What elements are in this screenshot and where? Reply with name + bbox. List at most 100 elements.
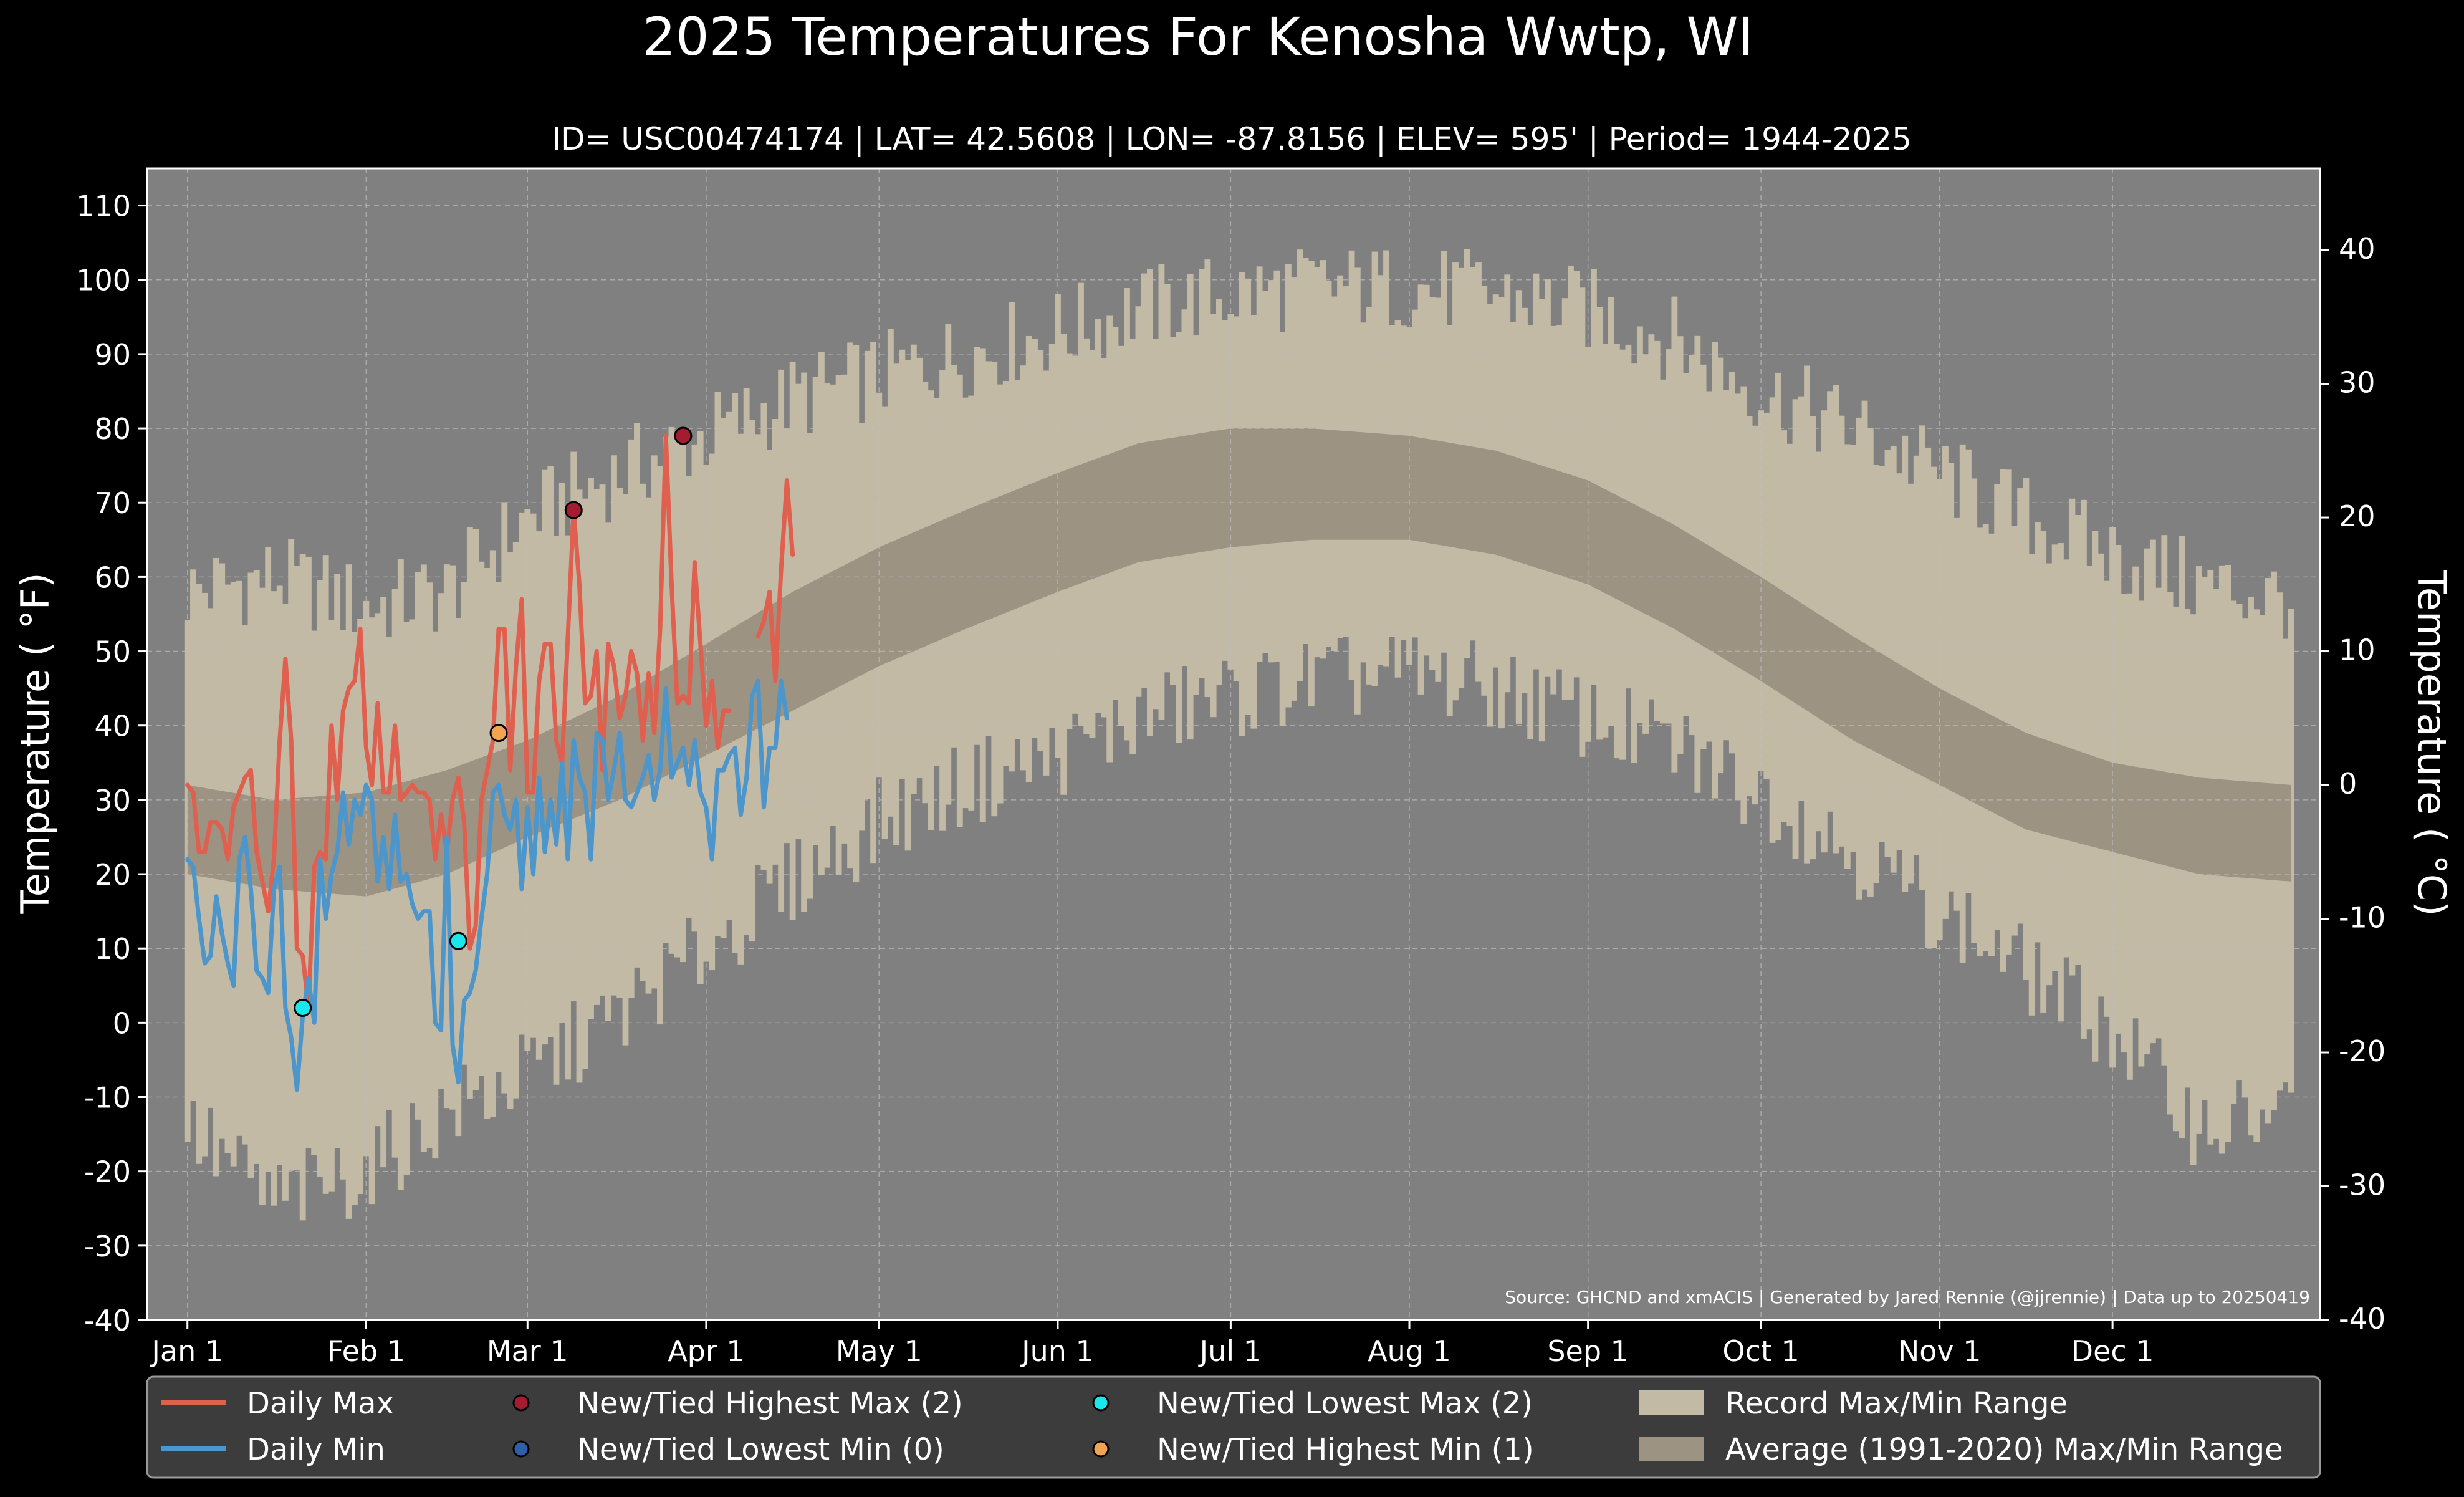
x-tick-label: Nov 1 [1898,1334,1982,1368]
legend-label: New/Tied Lowest Max (2) [1157,1386,1533,1421]
source-note: Source: GHCND and xmACIS | Generated by … [1505,1287,2310,1307]
legend-label: New/Tied Highest Max (2) [577,1386,963,1421]
record-range-bar [351,632,358,1205]
y2-tick-label: -30 [2339,1168,2385,1202]
legend-label: Daily Min [247,1432,385,1467]
x-tick-label: Mar 1 [487,1334,568,1368]
legend-swatch-dot [512,1440,530,1458]
record-range-bar [1919,425,1925,890]
plot-area [147,168,2320,1321]
daily-min-line [185,678,789,1092]
y-axis-label: Temperature ( °F) [12,572,58,914]
legend-swatch-dot [1092,1440,1110,1458]
y-tick-label: -10 [84,1081,131,1115]
x-tick-label: Feb 1 [327,1334,405,1368]
record-range-bar [1902,435,1909,892]
legend-swatch-patch [1639,1390,1704,1415]
record-range-bar [1590,269,1597,685]
daily-max-line [185,433,732,1010]
y2-tick-label: 40 [2339,232,2375,266]
record-range-bar [1833,385,1839,854]
x-tick-label: May 1 [836,1334,923,1368]
record-range-bar [1913,455,1920,855]
legend-label: New/Tied Highest Min (1) [1157,1432,1534,1467]
record-range-bar [2017,488,2024,924]
record-range-bar [242,624,249,1145]
y-tick-label: 30 [94,784,131,817]
legend-label: Daily Max [247,1386,394,1421]
x-tick-label: Jun 1 [1020,1334,1094,1368]
y-tick-label: 80 [94,412,131,446]
record-point-2 [294,999,312,1018]
y-tick-label: 90 [94,338,131,372]
record-range-bar [1896,473,1902,850]
legend-box [146,1375,2321,1479]
x-tick-label: Jul 1 [1198,1334,1262,1368]
record-range-bar [2034,522,2041,943]
x-tick-label: Dec 1 [2071,1334,2154,1368]
record-range-bar [2190,614,2197,1165]
chart-title: 2025 Temperatures For Kenosha Wwtp, WI [643,6,1754,67]
record-range-bar [1942,446,1949,919]
record-point-3 [489,724,508,743]
y-tick-label: 60 [94,561,131,594]
plot-frame [146,167,2321,1321]
record-range-bar [1948,463,1955,892]
record-range-bar [2005,469,2012,955]
record-range-bar [340,630,347,1180]
record-range-bar [1890,446,1897,873]
y-tick-label: 100 [76,264,131,297]
x-tick-label: Aug 1 [1368,1334,1451,1368]
y-tick-label: 0 [113,1006,131,1040]
y2-tick-label: 30 [2339,366,2375,400]
y2-tick-label: -40 [2339,1302,2385,1336]
record-point-0 [674,426,693,445]
legend-label: Average (1991-2020) Max/Min Range [1725,1432,2283,1467]
x-tick-label: Oct 1 [1722,1334,1799,1368]
y2-tick-label: -10 [2339,901,2385,935]
y-tick-label: -20 [84,1155,131,1189]
record-range-bar [455,618,462,1137]
record-point-2 [449,931,467,950]
y2-tick-label: 20 [2339,499,2375,533]
legend-swatch-patch [1639,1437,1704,1461]
record-range-bar [2000,469,2006,972]
legend: Daily Max Daily Min New/Tied Highest Max (… [146,1375,2321,1479]
daily-max-line [755,478,795,683]
record-range-bar [1573,271,1580,678]
record-range-bar [432,631,439,1159]
y-tick-label: 50 [94,635,131,669]
y-tick-label: 40 [94,710,131,743]
record-range-bar [2069,498,2076,976]
y2-tick-label: 10 [2339,633,2375,667]
axes: -40-30-20-100102030405060708090100110-40… [76,167,2385,1368]
record-range-bar [328,620,335,1192]
record-range-bar [368,617,375,1205]
record-range-bar [259,587,266,1205]
legend-swatch-dot [512,1394,530,1412]
x-tick-label: Jan 1 [150,1334,223,1368]
y-tick-label: 20 [94,858,131,892]
y-tick-label: -30 [84,1230,131,1263]
y2-tick-label: 0 [2339,767,2357,801]
x-tick-label: Sep 1 [1547,1334,1629,1368]
record-range-bar [2172,606,2179,1132]
legend-swatch-dot [1092,1394,1110,1412]
record-range-bar [1798,396,1805,801]
x-tick-label: Apr 1 [668,1334,744,1368]
y2-tick-label: -20 [2339,1034,2385,1068]
legend-label: Record Max/Min Range [1725,1386,2068,1421]
record-range-bar [1965,449,1972,893]
legend-label: New/Tied Lowest Min (0) [577,1432,944,1467]
record-range-bar [184,620,191,1142]
y-tick-label: -40 [84,1304,131,1337]
record-range-bar [403,622,410,1175]
y2-axis-label: Temperature ( °C) [2409,570,2455,917]
y-tick-label: 110 [76,190,131,223]
y-tick-label: 10 [94,932,131,966]
chart-subtitle: ID= USC00474174 | LAT= 42.5608 | LON= -8… [552,121,1912,157]
record-range-bar [1994,484,2001,930]
record-range-bar [357,619,364,1195]
record-point-0 [564,501,583,519]
